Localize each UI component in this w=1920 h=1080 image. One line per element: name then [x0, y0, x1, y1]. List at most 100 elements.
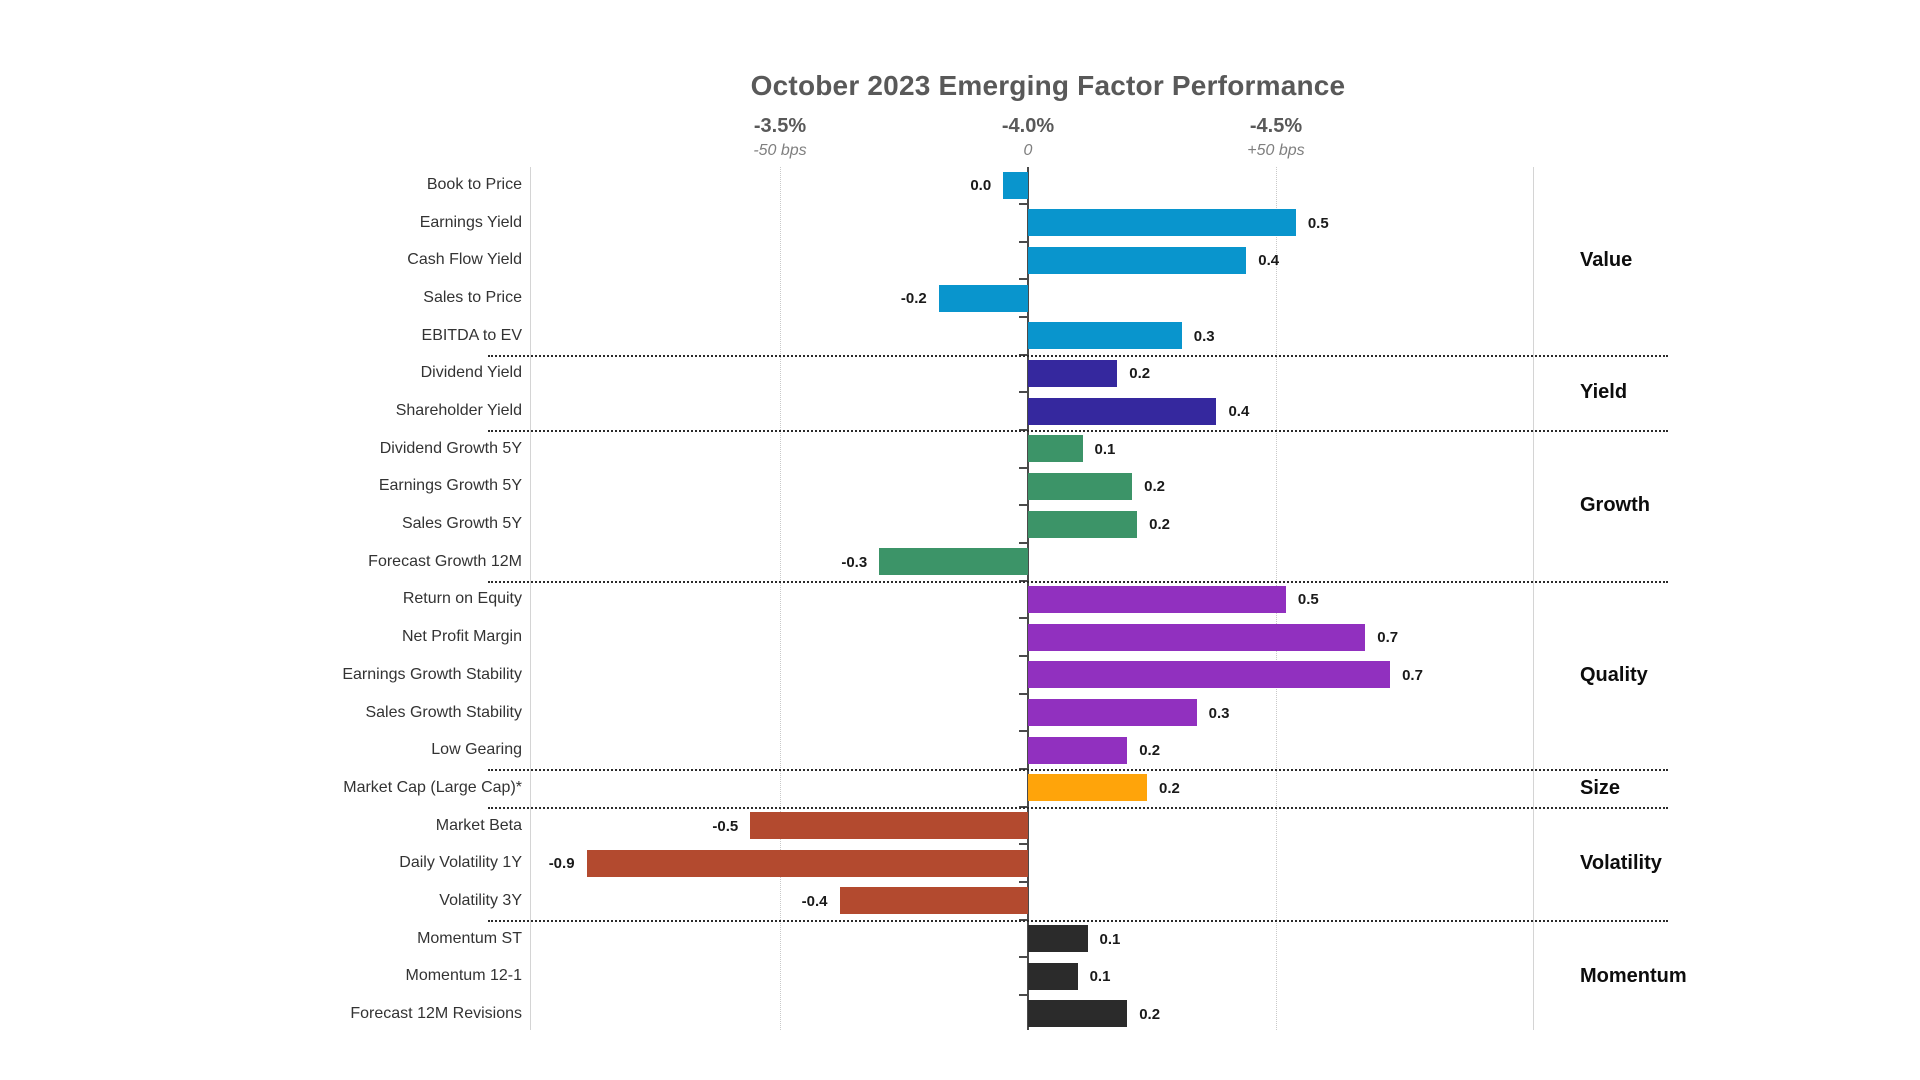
- bar: [879, 548, 1028, 576]
- category-tick: [1019, 541, 1027, 544]
- category-tick: [1019, 315, 1027, 318]
- factor-label: Dividend Yield: [420, 364, 522, 382]
- group-label: Size: [1580, 776, 1621, 799]
- bar: [1028, 774, 1148, 802]
- bar: [1028, 322, 1182, 350]
- factor-label: Low Gearing: [431, 741, 522, 759]
- factor-label: Momentum ST: [417, 929, 522, 947]
- group-separator: [488, 806, 1668, 809]
- group-label: Momentum: [1580, 965, 1687, 988]
- value-label: 0.1: [1099, 930, 1121, 948]
- group-label: Quality: [1580, 663, 1648, 686]
- value-label: 0.2: [1139, 742, 1161, 760]
- bar: [1028, 435, 1083, 463]
- bar: [1028, 1000, 1128, 1028]
- plot-right-border: [1533, 167, 1534, 1030]
- value-label: 0.3: [1208, 704, 1230, 722]
- bar: [1028, 510, 1138, 538]
- category-tick: [1019, 881, 1027, 884]
- bar: [1028, 359, 1118, 387]
- bar: [1028, 397, 1217, 425]
- factor-label: Cash Flow Yield: [407, 251, 522, 269]
- group-label: Growth: [1580, 494, 1650, 517]
- bar: [1028, 472, 1133, 500]
- value-label: 0.7: [1402, 666, 1423, 684]
- factor-label: Earnings Yield: [419, 213, 522, 231]
- value-label: -0.9: [548, 855, 575, 873]
- percent-axis-tick: -4.0%: [1001, 115, 1055, 137]
- factor-label: Shareholder Yield: [395, 402, 522, 420]
- bar: [1028, 736, 1128, 764]
- value-label: 0.2: [1159, 779, 1180, 797]
- group-label: Yield: [1580, 381, 1628, 404]
- factor-label: Market Beta: [435, 816, 522, 834]
- group-label: Value: [1580, 249, 1633, 272]
- factor-label: Sales to Price: [423, 289, 522, 307]
- value-label: 0.2: [1139, 1005, 1161, 1023]
- value-label: 0.0: [970, 177, 992, 194]
- value-label: -0.4: [801, 892, 828, 910]
- percent-axis-tick: -3.5%: [753, 115, 807, 137]
- bar: [1028, 925, 1088, 953]
- category-tick: [1019, 391, 1027, 394]
- percent-axis-tick: -4.5%: [1249, 115, 1303, 137]
- bar: [586, 849, 1028, 877]
- bar: [1028, 246, 1247, 274]
- category-tick: [1019, 994, 1027, 997]
- factor-label: EBITDA to EV: [421, 326, 522, 344]
- bar: [750, 812, 1028, 840]
- value-label: 0.2: [1149, 516, 1170, 534]
- bar: [938, 284, 1028, 312]
- factor-label: Volatility 3Y: [439, 891, 522, 909]
- value-label: -0.3: [841, 553, 868, 571]
- group-separator: [488, 580, 1668, 583]
- bar: [839, 887, 1028, 915]
- group-label: Volatility: [1580, 852, 1662, 875]
- value-label: 0.2: [1144, 478, 1166, 496]
- bar: [1028, 585, 1286, 613]
- value-label: 0.4: [1228, 403, 1250, 421]
- category-tick: [1019, 466, 1027, 469]
- bps-axis-tick: 0: [1023, 142, 1033, 159]
- bar: [1028, 209, 1296, 237]
- factor-label: Momentum 12-1: [405, 967, 523, 985]
- category-tick: [1019, 843, 1027, 846]
- value-label: -0.5: [712, 817, 739, 835]
- bar: [1003, 171, 1028, 199]
- factor-label: Return on Equity: [402, 590, 522, 608]
- factor-label: Earnings Growth 5Y: [378, 477, 522, 495]
- value-label: -0.2: [900, 290, 927, 308]
- value-label: 0.3: [1193, 327, 1215, 345]
- group-separator: [488, 429, 1668, 432]
- factor-label: Book to Price: [426, 176, 522, 193]
- category-tick: [1019, 202, 1027, 205]
- factor-label: Forecast 12M Revisions: [350, 1004, 522, 1022]
- factor-label: Earnings Growth Stability: [342, 665, 522, 683]
- category-tick: [1019, 956, 1027, 959]
- value-label: 0.4: [1258, 252, 1280, 270]
- category-tick: [1019, 692, 1027, 695]
- gridline-minus-50bps: [780, 167, 781, 1030]
- group-separator: [488, 919, 1668, 922]
- bps-axis-tick: -50 bps: [753, 142, 807, 159]
- plot-left-border: [530, 167, 531, 1030]
- bar: [1028, 699, 1197, 727]
- factor-label: Dividend Growth 5Y: [379, 439, 522, 457]
- value-label: 0.1: [1094, 440, 1116, 458]
- category-tick: [1019, 655, 1027, 657]
- group-separator: [488, 354, 1668, 357]
- bar: [1028, 623, 1366, 651]
- factor-label: Daily Volatility 1Y: [399, 854, 522, 872]
- chart-title: October 2023 Emerging Factor Performance: [750, 70, 1346, 101]
- bar: [1028, 962, 1078, 990]
- factor-label: Sales Growth 5Y: [401, 515, 522, 533]
- value-label: 0.7: [1377, 629, 1399, 647]
- bps-axis-tick: +50 bps: [1247, 142, 1305, 159]
- value-label: 0.2: [1129, 365, 1151, 383]
- bar: [1028, 661, 1391, 689]
- category-tick: [1019, 240, 1027, 243]
- category-tick: [1019, 278, 1027, 281]
- category-tick: [1019, 504, 1027, 507]
- value-label: 0.5: [1297, 591, 1319, 609]
